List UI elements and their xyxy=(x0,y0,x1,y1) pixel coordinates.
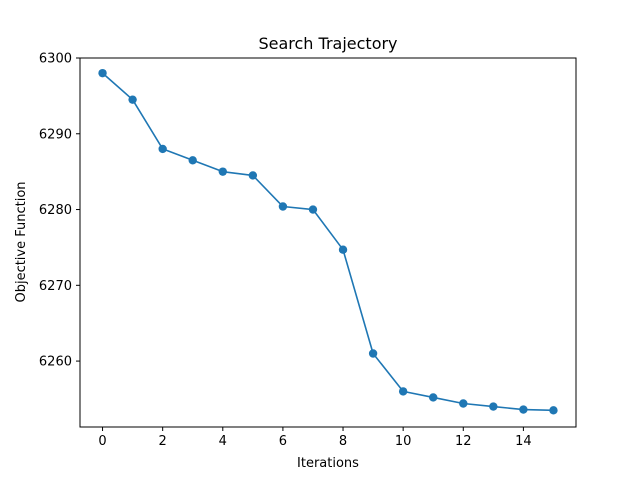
data-point xyxy=(188,156,197,165)
data-point xyxy=(218,167,227,176)
y-axis: 6260 6270 6280 6290 6300 xyxy=(39,52,80,370)
y-axis-label: Objective Function xyxy=(14,181,29,302)
y-tick-label: 6270 xyxy=(39,279,72,294)
x-axis: 0 2 4 6 8 10 12 14 xyxy=(98,427,532,449)
x-tick-label: 4 xyxy=(219,434,227,449)
data-point xyxy=(98,68,107,78)
axes-frame xyxy=(79,57,577,428)
data-point xyxy=(489,402,498,411)
x-tick-label: 2 xyxy=(159,434,167,449)
plot-area xyxy=(79,57,577,428)
x-tick-label: 6 xyxy=(279,434,287,449)
data-point xyxy=(429,393,438,402)
y-tick-label: 6280 xyxy=(39,203,72,218)
data-point xyxy=(308,205,318,214)
data-point xyxy=(519,405,528,414)
data-point xyxy=(549,406,558,415)
y-tick-label: 6290 xyxy=(39,127,72,142)
chart-title: Search Trajectory xyxy=(258,34,397,53)
data-point xyxy=(459,399,468,408)
data-point xyxy=(398,387,408,396)
data-point xyxy=(338,245,348,254)
x-tick-label: 8 xyxy=(339,434,347,449)
x-tick-label: 10 xyxy=(395,434,412,449)
data-point xyxy=(128,95,137,104)
data-point xyxy=(248,171,258,180)
series-line xyxy=(102,72,554,412)
y-tick-label: 6260 xyxy=(39,355,72,370)
x-tick-label: 14 xyxy=(515,434,532,449)
y-tick-label: 6300 xyxy=(39,52,72,67)
x-tick-label: 12 xyxy=(455,434,472,449)
x-axis-label: Iterations xyxy=(297,456,359,471)
data-point xyxy=(158,144,167,154)
data-point xyxy=(278,202,288,211)
data-point xyxy=(368,349,378,358)
x-tick-label: 0 xyxy=(98,434,106,449)
series-layer xyxy=(98,68,558,415)
